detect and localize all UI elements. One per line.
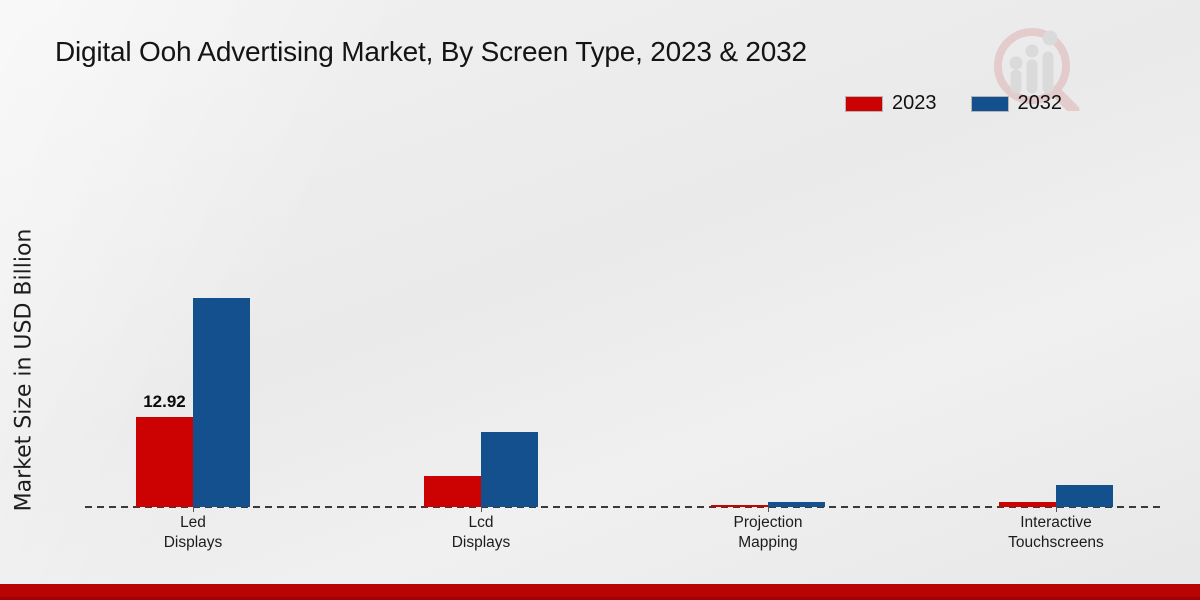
x-axis-tick — [481, 507, 482, 512]
category-label: Projection Mapping — [733, 514, 803, 551]
legend-item-2023: 2023 — [845, 92, 937, 115]
bar-2032-interactive — [1056, 485, 1113, 507]
x-axis-tick — [1056, 507, 1057, 512]
bar-2023-lcd — [424, 476, 481, 507]
bar-value-label: 12.92 — [143, 392, 186, 411]
bar-2023-projection — [711, 505, 768, 507]
magnifier-bar-chart-logo-icon — [986, 26, 1081, 116]
baseline — [85, 506, 1163, 508]
bar-2032-projection — [768, 502, 825, 507]
x-axis-tick — [768, 507, 769, 512]
category-label: Lcd Displays — [451, 514, 511, 551]
bar-2023-led — [136, 417, 193, 507]
footer-bar — [0, 584, 1200, 600]
legend-label-2032: 2032 — [1017, 92, 1063, 114]
x-axis-tick — [193, 507, 194, 512]
legend-item-2032: 2032 — [970, 92, 1063, 115]
category-label: Interactive Touchscreens — [1008, 514, 1104, 551]
chart-title: Digital Ooh Advertising Market, By Scree… — [55, 36, 807, 67]
category-label: Led Displays — [163, 514, 223, 551]
bar-2032-lcd — [481, 432, 538, 507]
bar-2032-led — [193, 298, 250, 507]
bar-2023-interactive — [999, 502, 1056, 507]
legend-swatch-2023 — [845, 95, 883, 112]
legend: 2023 2032 — [845, 92, 1062, 115]
legend-swatch-2032 — [970, 95, 1009, 112]
legend-label-2023: 2023 — [892, 92, 937, 114]
